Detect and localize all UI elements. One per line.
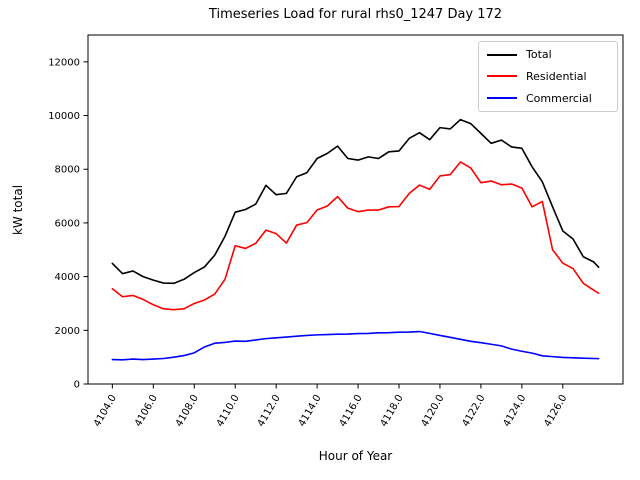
y-tick-label: 10000 <box>48 111 80 122</box>
legend-entry-total: Total <box>487 49 609 60</box>
x-tick-label: 4126.0 <box>542 393 569 429</box>
y-tick-label: 0 <box>74 380 80 391</box>
x-tick-label: 4122.0 <box>460 393 487 429</box>
x-tick-label: 4120.0 <box>420 393 447 429</box>
x-tick-label: 4116.0 <box>338 393 365 429</box>
x-tick-label: 4104.0 <box>92 393 119 429</box>
y-tick-label: 8000 <box>55 165 80 176</box>
x-tick-label: 4110.0 <box>215 393 242 429</box>
legend-entry-residential: Residential <box>487 71 609 82</box>
x-axis-label: Hour of Year <box>318 449 393 463</box>
series-line-commercial <box>111 330 600 361</box>
x-tick-label: 4106.0 <box>133 393 160 429</box>
legend-line-residential-icon <box>487 75 517 78</box>
x-axis-ticks: 4104.0 4106.0 4108.0 4110.0 4112.0 4114.0 4116… <box>92 384 569 429</box>
chart-title: Timeseries Load for rural rhs0_1247 Day … <box>208 7 503 22</box>
y-tick-label: 2000 <box>55 326 80 337</box>
y-tick-label: 4000 <box>55 272 80 283</box>
legend-line-commercial-icon <box>487 97 517 100</box>
y-axis-label: kW total <box>11 184 25 236</box>
legend-label: Commercial <box>526 91 592 105</box>
x-tick-label: 4118.0 <box>379 393 406 429</box>
legend-box: Total Residential Commercial <box>478 41 618 112</box>
series-line-total <box>111 118 600 285</box>
x-tick-label: 4114.0 <box>297 393 324 429</box>
y-tick-label: 12000 <box>48 57 80 68</box>
legend-line-total-icon <box>487 53 517 56</box>
y-tick-label: 6000 <box>55 218 80 229</box>
x-tick-label: 4124.0 <box>501 393 528 429</box>
legend-label: Residential <box>526 69 587 83</box>
series-line-residential <box>111 161 600 311</box>
x-tick-label: 4112.0 <box>256 393 283 429</box>
x-tick-label: 4108.0 <box>174 393 201 429</box>
legend-label: Total <box>526 48 552 62</box>
legend-entry-commercial: Commercial <box>487 93 609 104</box>
y-axis-ticks: 0 2000 4000 6000 8000 10000 12000 <box>48 57 88 391</box>
plot-frame <box>87 34 624 385</box>
